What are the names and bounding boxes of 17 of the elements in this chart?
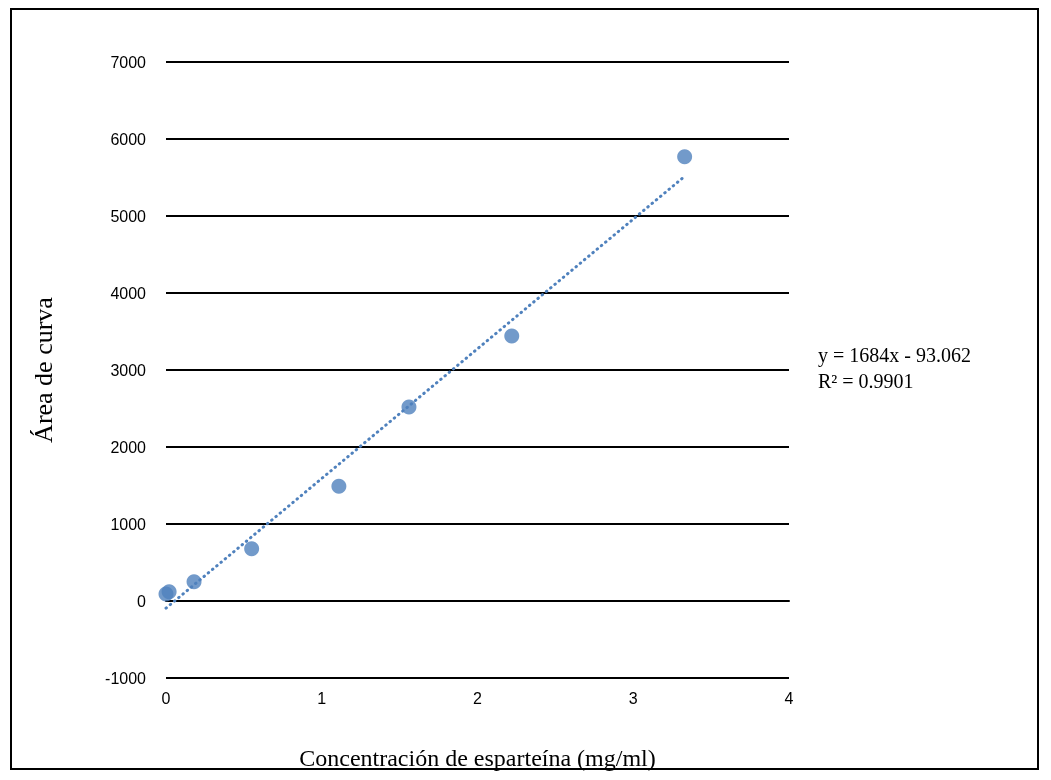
y-tick-label: 3000 [110,361,147,379]
x-tick-label: 1 [317,689,327,707]
x-tick-label: 3 [628,689,638,707]
x-tick-label: 0 [161,689,171,707]
x-tick-label: 2 [473,689,483,707]
text: y = 1684x - 93.062 R² = 0.9901 [818,344,971,392]
y-tick-label: 5000 [110,207,147,225]
y-tick-label: 2000 [110,438,147,456]
y-tick-label: -1000 [105,669,147,687]
y-tick-label: 6000 [110,130,147,148]
y-tick-label: 0 [137,592,147,610]
x-axis-title: Concentración de esparteína (mg/ml) [299,745,656,771]
x-tick-label: 4 [784,689,794,707]
y-axis-title: Área de curva [28,296,58,443]
y-tick-label: 4000 [110,284,147,302]
y-tick-label: 7000 [110,53,147,71]
y-tick-label: 1000 [110,515,147,533]
